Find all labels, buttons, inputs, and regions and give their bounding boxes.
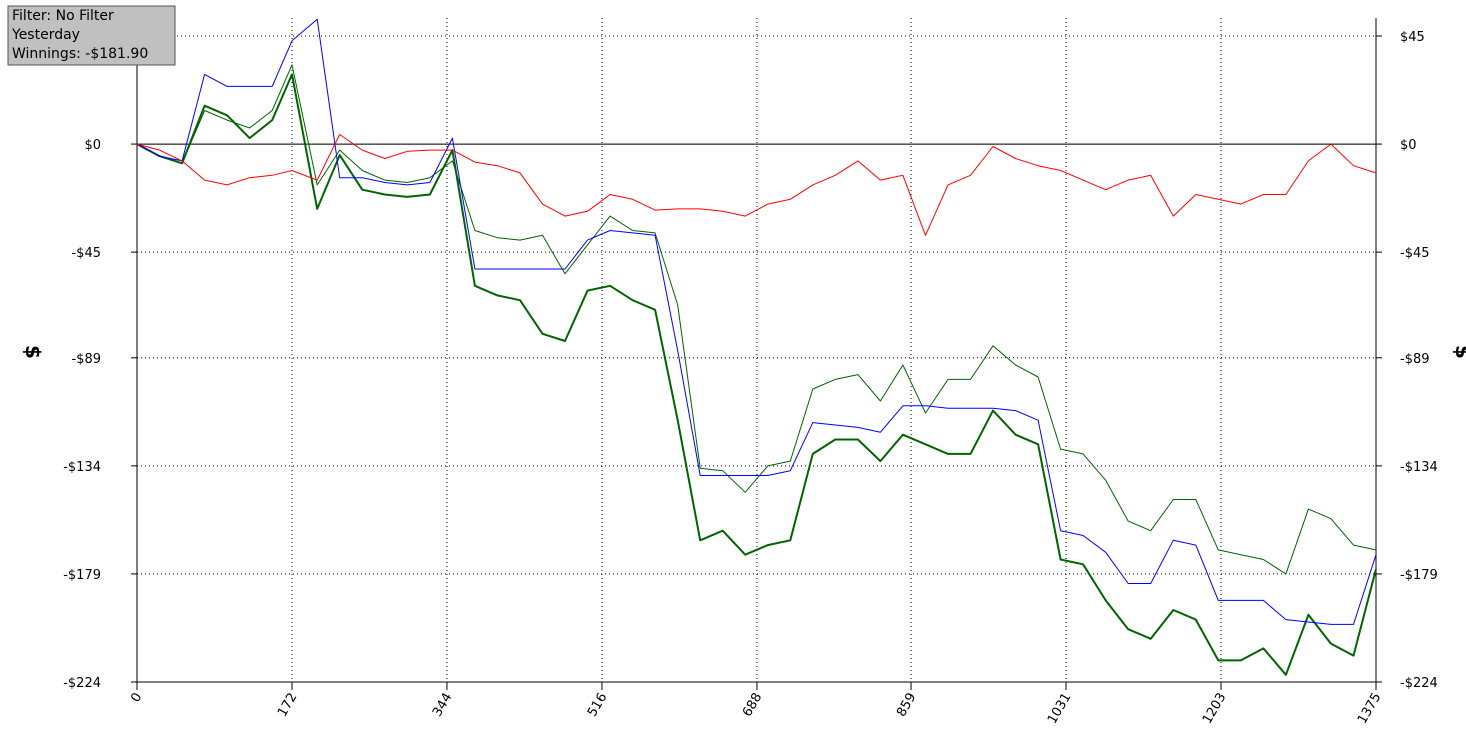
y2-tick-label: -$134 (1400, 460, 1438, 475)
series-line (136, 64, 1377, 575)
y2-tick-label: $0 (1400, 138, 1417, 153)
info-line: Filter: No Filter (12, 8, 114, 24)
series-line (136, 18, 1377, 625)
y-axis-label: $ (21, 345, 45, 359)
info-line: Yesterday (11, 27, 80, 43)
info-box (7, 5, 176, 66)
series-line (136, 73, 1377, 676)
y2-axis-label: $ (1451, 345, 1466, 359)
y2-tick-label: -$224 (1400, 676, 1438, 691)
y-tick-label: -$134 (63, 460, 101, 475)
series-line (136, 134, 1377, 236)
y-tick-label: -$179 (63, 568, 101, 583)
y2-tick-label: -$179 (1400, 568, 1438, 583)
y-tick-label: -$89 (71, 352, 101, 367)
y2-tick-label: $45 (1400, 30, 1425, 45)
y-tick-label: -$224 (63, 676, 101, 691)
y-tick-label: -$45 (71, 246, 101, 261)
y-tick-label: $0 (84, 138, 101, 153)
info-line: Winnings: -$181.90 (12, 46, 148, 62)
y2-tick-label: -$89 (1400, 352, 1430, 367)
y2-tick-label: -$45 (1400, 246, 1430, 261)
